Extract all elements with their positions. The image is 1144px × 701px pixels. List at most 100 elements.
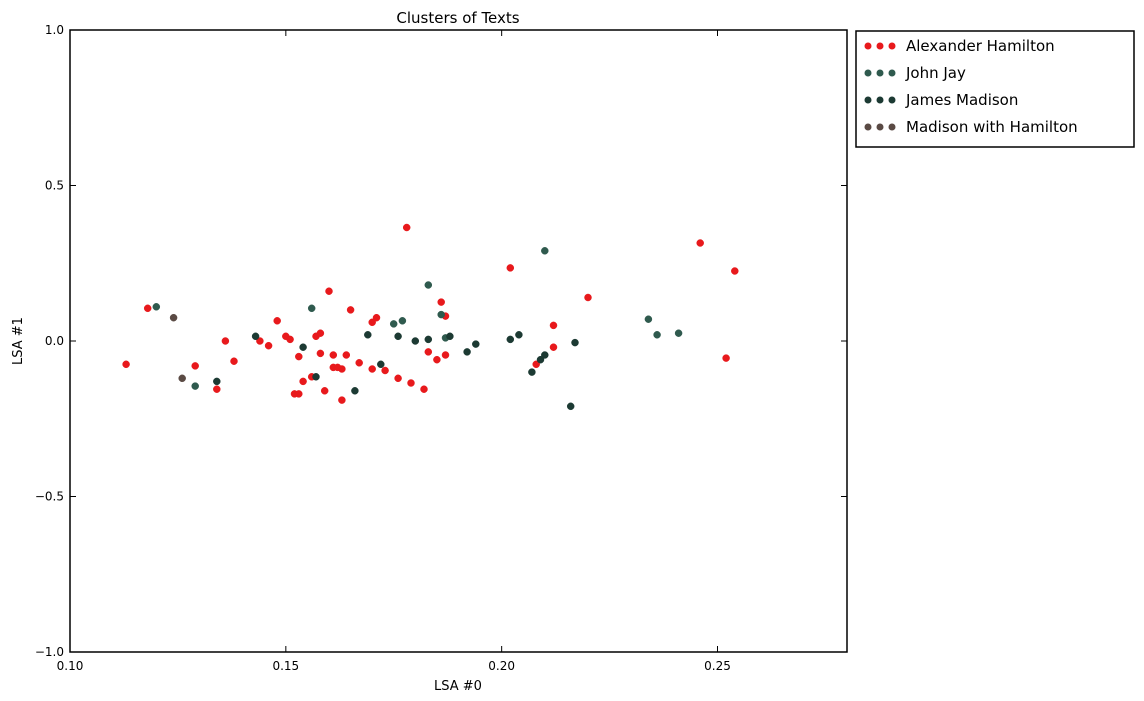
point-alexander-hamilton [420,385,428,393]
x-tick-label: 0.20 [488,659,515,673]
y-tick-label: −1.0 [35,645,64,659]
point-alexander-hamilton [346,306,355,314]
legend-marker-alexander-hamilton [888,42,896,50]
point-alexander-hamilton [402,223,411,232]
point-alexander-hamilton [368,318,376,327]
point-john-jay [653,331,661,339]
point-alexander-hamilton [320,387,329,395]
point-john-jay [437,310,445,319]
x-axis-label: LSA #0 [434,679,482,694]
plot-frame [69,29,848,653]
point-alexander-hamilton [264,341,273,350]
y-tick-label: 0.5 [45,179,64,193]
legend-marker-john-jay [888,69,896,77]
point-alexander-hamilton [506,264,515,272]
legend-marker-james-madison [888,96,896,104]
point-james-madison [463,348,471,356]
point-john-jay [541,247,549,255]
point-james-madison [528,368,536,376]
point-james-madison [536,355,545,364]
y-tick-label: 1.0 [45,23,64,37]
point-alexander-hamilton [355,359,363,367]
point-john-jay [191,382,199,390]
y-axis-label: LSA #1 [11,317,26,365]
legend-marker-james-madison [876,96,884,104]
x-tick-label: 0.15 [272,659,299,673]
point-alexander-hamilton [295,390,303,398]
point-james-madison [472,340,480,348]
point-james-madison [566,402,575,411]
point-alexander-hamilton [122,360,130,369]
point-alexander-hamilton [299,377,307,386]
point-james-madison [251,332,260,341]
point-james-madison [351,387,359,395]
point-james-madison [364,331,372,339]
point-alexander-hamilton [316,329,325,337]
point-james-madison [446,332,454,341]
legend-marker-alexander-hamilton [864,42,872,50]
x-tick-label: 0.25 [704,659,731,673]
data-points [122,223,739,411]
point-alexander-hamilton [394,374,402,383]
point-alexander-hamilton [584,293,592,302]
point-alexander-hamilton [213,385,221,393]
point-alexander-hamilton [191,362,199,370]
y-tick-label: −0.5 [35,490,64,504]
point-james-madison [312,373,320,381]
point-john-jay [307,304,316,313]
point-james-madison [571,338,579,347]
legend-label-alexander-hamilton: Alexander Hamilton [906,37,1055,55]
point-alexander-hamilton [549,343,558,351]
chart-title: Clusters of Texts [396,9,519,27]
point-alexander-hamilton [329,351,338,359]
legend-label-james-madison: James Madison [905,91,1018,109]
point-alexander-hamilton [441,351,450,359]
point-alexander-hamilton [381,366,389,375]
point-james-madison [394,332,402,341]
legend-marker-john-jay [876,69,884,77]
point-alexander-hamilton [143,304,152,313]
point-alexander-hamilton [325,287,333,295]
point-alexander-hamilton [722,354,730,362]
x-tick-label: 0.10 [57,659,84,673]
legend-label-madison-with-hamilton: Madison with Hamilton [906,118,1078,136]
axis-ticks: 0.10 0.15 0.20 0.25 −1.0 −0.5 0.0 0.5 1.0 [35,23,847,673]
point-james-madison [213,377,221,386]
legend-box [855,30,1135,148]
point-alexander-hamilton [316,349,325,358]
point-alexander-hamilton [342,351,351,359]
point-alexander-hamilton [286,335,294,344]
point-madison-with-hamilton [169,313,178,322]
point-james-madison [377,360,385,369]
legend-marker-madison-with-hamilton [864,123,872,131]
legend-marker-john-jay [864,69,872,77]
point-alexander-hamilton [230,357,238,365]
point-james-madison [515,331,523,339]
point-alexander-hamilton [368,365,376,373]
point-john-jay [152,303,161,311]
legend-marker-madison-with-hamilton [888,123,896,131]
point-john-jay [389,320,398,328]
point-alexander-hamilton [256,337,264,345]
point-james-madison [411,337,420,345]
point-alexander-hamilton [372,313,381,322]
legend-marker-madison-with-hamilton [876,123,884,131]
point-alexander-hamilton [549,321,558,330]
point-alexander-hamilton [338,396,346,404]
point-alexander-hamilton [295,352,303,361]
point-james-madison [424,335,433,344]
point-james-madison [506,335,515,344]
point-alexander-hamilton [433,355,441,364]
point-alexander-hamilton [221,337,230,345]
point-alexander-hamilton [338,365,346,373]
point-alexander-hamilton [273,317,281,325]
legend-marker-alexander-hamilton [876,42,884,50]
point-john-jay [674,329,683,337]
point-alexander-hamilton [424,348,433,356]
point-alexander-hamilton [407,379,415,387]
point-james-madison [541,351,549,359]
y-tick-label: 0.0 [45,334,64,348]
point-james-madison [299,343,307,351]
